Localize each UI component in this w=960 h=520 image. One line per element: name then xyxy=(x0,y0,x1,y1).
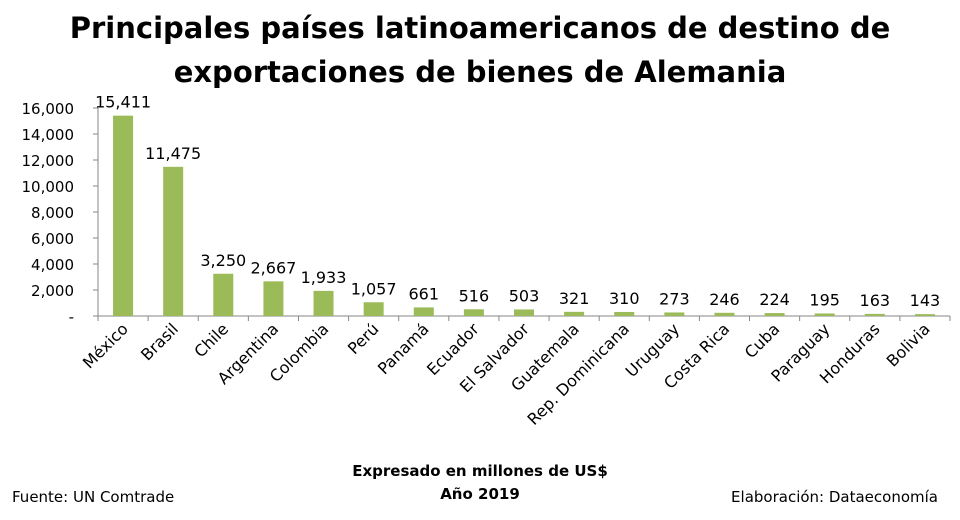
bar xyxy=(163,166,184,316)
y-axis: - 2,000 4,000 6,000 8,000 10,000 12,000 14,000 1… xyxy=(22,100,99,326)
category-label: Brasil xyxy=(137,319,182,364)
bar xyxy=(764,313,785,316)
y-tick-label: - xyxy=(69,308,74,326)
data-label: 1,057 xyxy=(351,279,397,298)
category-label: Panamá xyxy=(374,319,433,378)
bar xyxy=(914,314,935,316)
y-tick-label: 6,000 xyxy=(31,230,74,248)
data-label: 321 xyxy=(559,289,590,308)
data-label: 224 xyxy=(759,290,790,309)
chart-title: Principales países latinoamericanos de d… xyxy=(69,11,891,89)
bar xyxy=(413,307,434,316)
bar xyxy=(514,309,534,316)
bar xyxy=(363,302,384,316)
bar xyxy=(463,309,484,316)
y-tick-label: 8,000 xyxy=(31,204,74,222)
data-label: 273 xyxy=(659,289,690,308)
bar xyxy=(263,281,284,316)
chart-subtitle: Año 2019 xyxy=(440,485,520,503)
data-label: 163 xyxy=(860,291,891,310)
category-label: Perú xyxy=(344,319,383,358)
category-label: Chile xyxy=(190,319,232,361)
bars xyxy=(113,115,935,316)
bar xyxy=(714,312,735,316)
category-label: México xyxy=(79,319,132,372)
bar xyxy=(864,313,885,316)
bar xyxy=(213,273,234,316)
y-tick-label: 10,000 xyxy=(22,178,75,196)
bar xyxy=(664,312,685,316)
data-label: 310 xyxy=(609,289,640,308)
data-label: 143 xyxy=(910,291,941,310)
data-label: 1,933 xyxy=(301,268,347,287)
bar xyxy=(113,115,134,316)
y-tick-label: 4,000 xyxy=(31,256,74,274)
bar xyxy=(564,311,585,316)
bar xyxy=(814,313,835,316)
source-note: Fuente: UN Comtrade xyxy=(12,488,175,506)
data-label: 11,475 xyxy=(145,144,201,163)
data-label: 661 xyxy=(408,284,439,303)
data-label: 15,411 xyxy=(95,93,151,112)
data-label: 195 xyxy=(809,290,840,309)
y-tick-label: 14,000 xyxy=(22,126,75,144)
category-label: Bolivia xyxy=(883,319,934,370)
data-label: 516 xyxy=(459,286,490,305)
y-tick-label: 16,000 xyxy=(22,100,75,118)
data-label: 503 xyxy=(509,286,540,305)
credit-note: Elaboración: Dataeconomía xyxy=(731,488,938,506)
data-label: 246 xyxy=(709,290,740,309)
x-axis xyxy=(97,315,951,321)
y-tick-label: 12,000 xyxy=(22,152,75,170)
category-label: Cuba xyxy=(741,319,784,362)
data-label: 2,667 xyxy=(251,258,297,277)
data-label: 3,250 xyxy=(200,251,246,270)
bar xyxy=(313,290,334,316)
bar xyxy=(614,311,635,316)
y-tick-label: 2,000 xyxy=(31,282,74,300)
x-axis-label: Expresado en millones de US$ xyxy=(352,462,608,480)
